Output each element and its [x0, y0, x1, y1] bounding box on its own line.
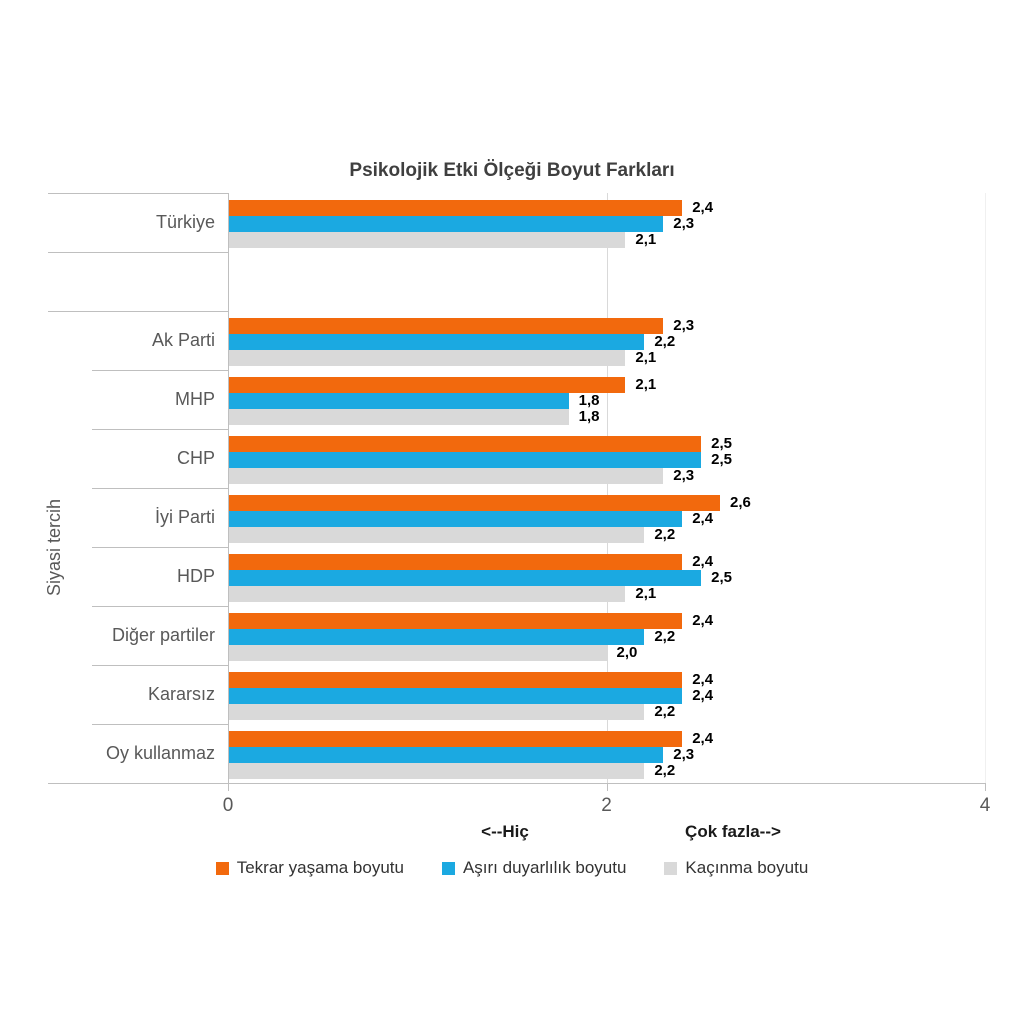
y-axis-line	[228, 193, 229, 791]
bar-tekrar-yasama	[228, 495, 721, 511]
legend-item: Kaçınma boyutu	[664, 858, 808, 878]
bar-kacinma	[228, 527, 645, 543]
bar-value-label: 2,2	[654, 628, 676, 645]
bar-value-label: 2,4	[692, 553, 714, 570]
bar-kacinma	[228, 232, 626, 248]
x-axis-caption-right: Çok fazla-->	[685, 822, 781, 841]
gridline-mid	[606, 193, 608, 783]
bar-value-label: 2,1	[635, 376, 657, 393]
category-divider	[48, 252, 228, 253]
bar-tekrar-yasama	[228, 377, 626, 393]
y-axis-title: Siyasi tercih	[44, 498, 64, 596]
bar-asiri-duyarlilik	[228, 570, 702, 586]
legend-swatch	[215, 861, 229, 875]
x-axis-caption-left: <--Hiç	[481, 822, 529, 841]
bar-tekrar-yasama	[228, 672, 683, 688]
category-label: HDP	[176, 566, 215, 586]
bar-value-label: 2,1	[635, 231, 657, 248]
bar-value-label: 2,3	[673, 746, 695, 763]
gridline-right	[985, 193, 986, 783]
bar-value-label: 1,8	[578, 408, 600, 425]
category-divider	[48, 193, 228, 194]
bar-value-label: 2,4	[692, 510, 714, 527]
bar-value-label: 2,4	[692, 687, 714, 704]
bar-value-label: 2,0	[616, 644, 638, 661]
bar-value-label: 2,2	[654, 333, 676, 350]
bar-value-label: 2,2	[654, 762, 676, 779]
bar-kacinma	[228, 645, 607, 661]
x-tick-mark	[606, 783, 608, 791]
category-label: İyi Parti	[154, 507, 215, 527]
bar-kacinma	[228, 409, 569, 425]
bar-asiri-duyarlilik	[228, 688, 683, 704]
bar-value-label: 2,5	[711, 435, 732, 452]
bar-value-label: 2,5	[711, 451, 732, 468]
bar-value-label: 2,4	[692, 671, 714, 688]
x-tick-label: 2	[601, 795, 612, 816]
chart-title: Psikolojik Etki Ölçeği Boyut Farkları	[349, 160, 675, 181]
x-tick-label: 0	[222, 795, 234, 816]
bar-tekrar-yasama	[228, 436, 702, 452]
legend-swatch	[441, 861, 455, 875]
x-tick-label: 4	[979, 795, 991, 816]
bar-value-label: 2,2	[654, 526, 676, 543]
bar-value-label: 2,3	[673, 317, 695, 334]
category-divider	[92, 488, 228, 489]
category-divider	[92, 429, 228, 430]
category-divider	[92, 370, 228, 371]
legend-item: Aşırı duyarlılık boyutu	[441, 858, 627, 878]
bar-value-label: 1,8	[578, 392, 600, 409]
x-axis-line	[48, 783, 985, 784]
bar-tekrar-yasama	[228, 731, 683, 747]
bar-tekrar-yasama	[228, 318, 664, 334]
bar-value-label: 2,1	[635, 349, 657, 366]
bar-kacinma	[228, 468, 664, 484]
bar-asiri-duyarlilik	[228, 511, 683, 527]
bar-kacinma	[228, 763, 645, 779]
bar-kacinma	[228, 586, 626, 602]
bar-asiri-duyarlilik	[228, 216, 664, 232]
category-divider	[92, 665, 228, 666]
bar-value-label: 2,3	[673, 215, 695, 232]
legend: Tekrar yaşama boyutu Aşırı duyarlılık boy…	[0, 858, 1024, 878]
bar-value-label: 2,1	[635, 585, 657, 602]
bar-asiri-duyarlilik	[228, 452, 702, 468]
category-label: Oy kullanmaz	[105, 743, 215, 763]
category-divider	[48, 311, 228, 312]
category-divider	[92, 547, 228, 548]
bar-tekrar-yasama	[228, 613, 683, 629]
bar-asiri-duyarlilik	[228, 393, 569, 409]
bar-kacinma	[228, 350, 626, 366]
bar-asiri-duyarlilik	[228, 334, 645, 350]
legend-item: Tekrar yaşama boyutu	[215, 858, 404, 878]
category-label: Kararsız	[147, 684, 215, 704]
bar-value-label: 2,3	[673, 467, 695, 484]
legend-swatch	[664, 861, 678, 875]
legend-label: Aşırı duyarlılık boyutu	[462, 858, 627, 877]
category-label: Ak Parti	[151, 330, 215, 350]
bar-asiri-duyarlilik	[228, 747, 664, 763]
legend-label: Tekrar yaşama boyutu	[236, 858, 404, 877]
bar-value-label: 2,2	[654, 703, 676, 720]
bar-value-label: 2,4	[692, 199, 714, 216]
legend-label: Kaçınma boyutu	[685, 858, 809, 877]
category-label: Diğer partiler	[111, 625, 215, 645]
category-divider	[92, 606, 228, 607]
bar-asiri-duyarlilik	[228, 629, 645, 645]
bar-value-label: 2,4	[692, 730, 714, 747]
x-tick-mark	[985, 783, 986, 791]
bar-kacinma	[228, 704, 645, 720]
category-label: MHP	[175, 389, 215, 409]
bar-value-label: 2,6	[730, 494, 751, 511]
bar-value-label: 2,4	[692, 612, 714, 629]
bar-tekrar-yasama	[228, 554, 683, 570]
category-label: CHP	[176, 448, 215, 468]
bar-value-label: 2,5	[711, 569, 732, 586]
category-divider	[92, 724, 228, 725]
category-label: Türkiye	[155, 212, 215, 232]
bar-tekrar-yasama	[228, 200, 683, 216]
